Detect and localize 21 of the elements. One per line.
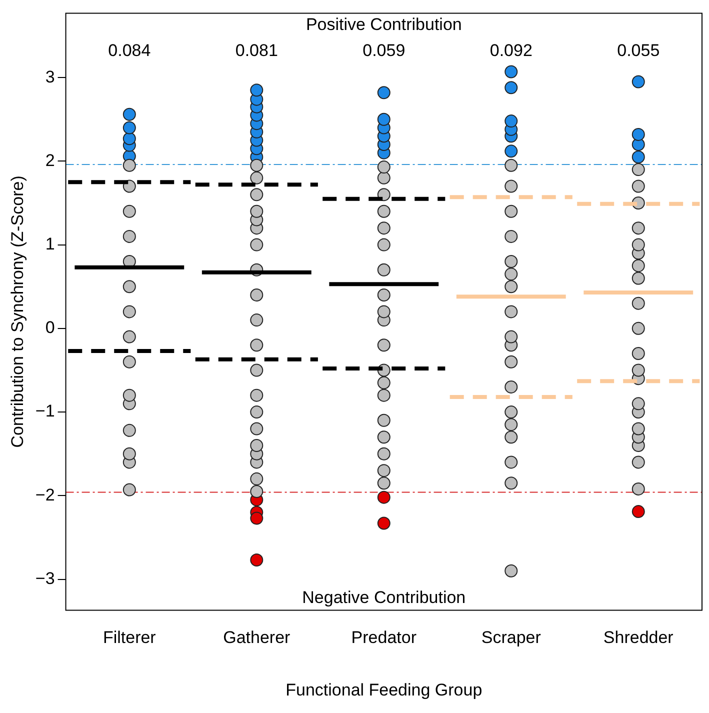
y-tick-label: 2 (45, 150, 55, 170)
annotation: 0.092 (490, 40, 532, 60)
y-tick-label: −1 (35, 402, 55, 421)
annotation: 0.059 (362, 40, 406, 60)
x-tick-label: Scraper (481, 628, 542, 648)
y-tick-label: 0 (45, 318, 55, 338)
y-tick-label: −2 (35, 485, 55, 504)
x-tick-label: Gatherer (223, 628, 291, 648)
y-tick-label: −3 (35, 568, 55, 588)
annotation: 0.084 (108, 40, 151, 60)
annotation: Negative Contribution (302, 588, 466, 607)
x-tick-label: Shredder (603, 628, 674, 648)
x-axis-title: Functional Feeding Group (286, 680, 482, 700)
x-tick-label: Predator (351, 628, 417, 648)
annotation: Positive Contribution (306, 14, 462, 34)
y-tick-label: 1 (45, 234, 55, 254)
annotation: 0.055 (617, 40, 660, 60)
y-axis-title: Contribution to Synchrony (Z-Score) (8, 176, 27, 448)
y-tick-label: 3 (45, 67, 55, 86)
annotation: 0.081 (235, 40, 278, 60)
x-tick-label: Filterer (102, 628, 156, 648)
